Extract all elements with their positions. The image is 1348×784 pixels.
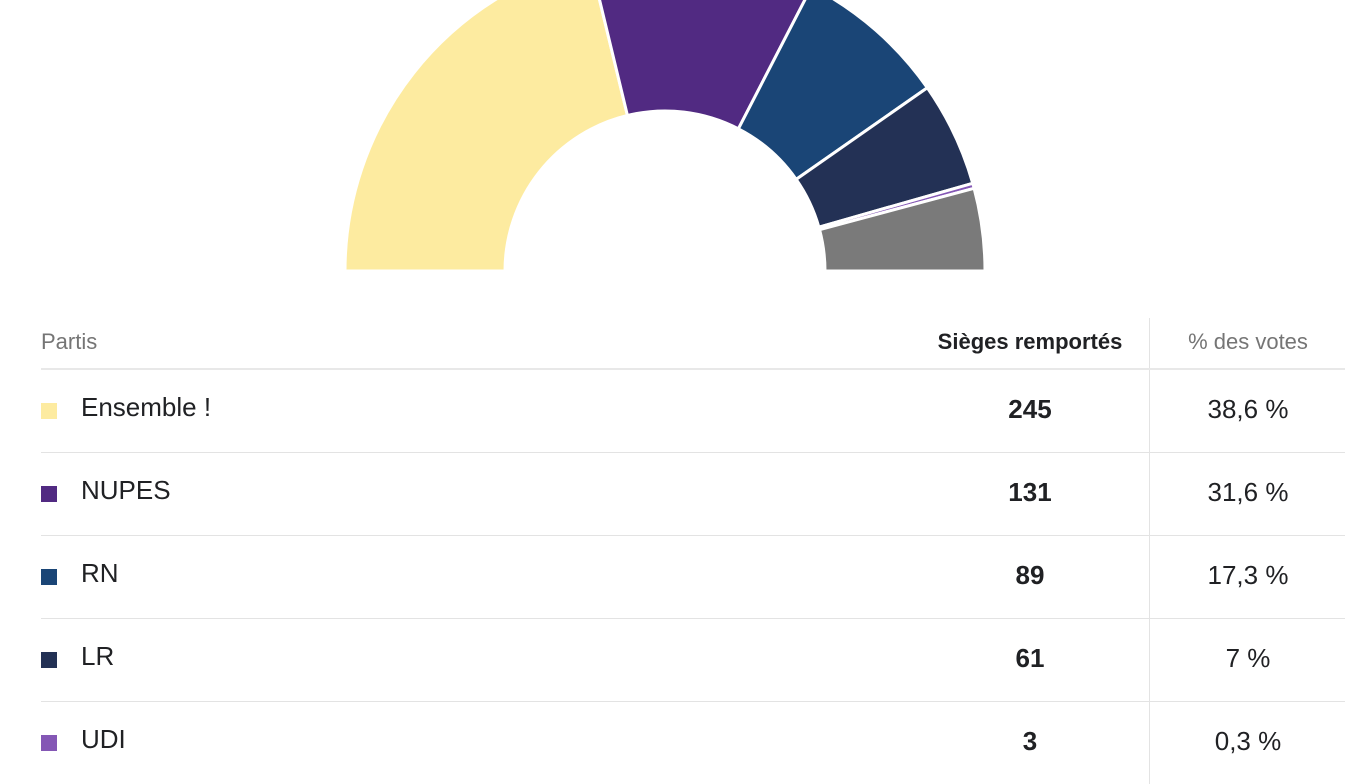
party-color-swatch [41, 486, 57, 502]
header-party: Partis [41, 329, 98, 354]
party-color-swatch [41, 569, 57, 585]
seats-value: 131 [1008, 477, 1052, 507]
votes-value: 7 % [1225, 643, 1271, 673]
results-table: Partis Sièges remportés % des votes Ense… [41, 318, 1345, 784]
seat-segment-autres [818, 186, 987, 273]
party-color-swatch [41, 403, 57, 419]
party-name: UDI [81, 724, 126, 754]
party-name: LR [81, 641, 115, 671]
party-color-swatch [41, 652, 57, 668]
votes-value: 0,3 % [1214, 726, 1282, 756]
votes-value: 17,3 % [1207, 560, 1289, 590]
seat-distribution-chart [343, 0, 987, 273]
party-name: RN [81, 558, 119, 588]
table-row: RN 89 17,3 % [41, 536, 1345, 619]
party-color-swatch [41, 735, 57, 751]
seats-value: 61 [1015, 643, 1045, 673]
seat-segment-ensemble [343, 0, 629, 273]
header-votes: % des votes [1188, 329, 1308, 354]
header-seats: Sièges remportés [937, 329, 1123, 354]
table-row: UDI 3 0,3 % [41, 702, 1345, 784]
party-name: NUPES [81, 475, 171, 505]
table-header: Partis Sièges remportés % des votes [41, 318, 1345, 370]
table-row: LR 61 7 % [41, 619, 1345, 702]
party-name: Ensemble ! [81, 392, 212, 422]
seats-value: 3 [1022, 726, 1038, 756]
votes-value: 38,6 % [1207, 394, 1289, 424]
seats-value: 245 [1008, 394, 1052, 424]
votes-value: 31,6 % [1207, 477, 1289, 507]
table-row: NUPES 131 31,6 % [41, 453, 1345, 536]
seats-value: 89 [1015, 560, 1045, 590]
table-row: Ensemble ! 245 38,6 % [41, 370, 1345, 453]
